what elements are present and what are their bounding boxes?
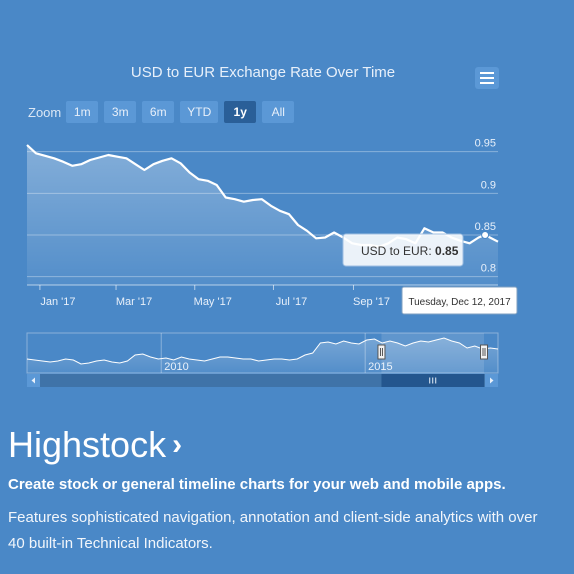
x-tick-label: Sep '17 — [353, 296, 390, 308]
navigator-handle-left[interactable] — [377, 344, 386, 360]
hero-title: Highstock — [8, 424, 167, 465]
y-tick-label: 0.8 — [481, 263, 496, 275]
scroll-left-button[interactable] — [27, 374, 40, 387]
zoom-3m-button[interactable]: 3m — [104, 101, 137, 123]
grip-lines-icon — [429, 377, 437, 384]
scrollbar-thumb[interactable] — [381, 374, 484, 387]
scroll-right-button[interactable] — [485, 374, 498, 387]
navigator-selection[interactable] — [381, 333, 484, 373]
hero-section: Highstock › Create stock or general time… — [8, 424, 568, 557]
navigator-handle-right[interactable] — [480, 344, 488, 360]
date-tooltip-box — [401, 286, 518, 315]
tooltip-series-label: USD to EUR: — [361, 244, 435, 258]
navigator[interactable]: 20102015 — [26, 332, 499, 374]
x-tick-label: May '17 — [194, 296, 232, 308]
zoom-1y-button[interactable]: 1y — [224, 101, 257, 123]
zoom-6m-button[interactable]: 6m — [142, 101, 175, 123]
chart-menu-button[interactable] — [475, 67, 499, 89]
y-tick-label: 0.95 — [475, 138, 496, 150]
scrollbar-track[interactable] — [27, 374, 498, 387]
value-tooltip: USD to EUR: 0.85 — [342, 233, 464, 267]
zoom-label: Zoom — [28, 104, 62, 120]
zoom-selector: Zoom 1m 3m 6m YTD 1y All — [28, 101, 300, 123]
tooltip-value: 0.85 — [435, 244, 459, 258]
hero-subtitle: Create stock or general timeline charts … — [8, 476, 506, 493]
hero-title-link[interactable]: Highstock › — [8, 424, 568, 466]
y-axis: 0.8 0.85 0.9 0.95 — [475, 138, 496, 275]
zoom-1m-button[interactable]: 1m — [66, 101, 99, 123]
navigator-line — [26, 337, 499, 365]
x-axis: Jan '17 Mar '17 May '17 Jul '17 Sep '17 — [27, 284, 498, 308]
x-tick-label: Jul '17 — [276, 296, 307, 308]
chart-container: USD to EUR Exchange Rate Over Time Zoom … — [26, 64, 518, 387]
zoom-ytd-button[interactable]: YTD — [180, 101, 219, 123]
tooltip-layer: USD to EUR: 0.85 Tuesday, Dec 12, 2017 — [342, 231, 518, 315]
date-tooltip-text: Tuesday, Dec 12, 2017 — [408, 297, 511, 308]
zoom-all-button[interactable]: All — [262, 101, 295, 123]
y-tick-label: 0.85 — [475, 221, 496, 233]
handle-box[interactable] — [480, 344, 488, 360]
x-tick-label: Mar '17 — [116, 296, 152, 308]
hero-description: Features sophisticated navigation, annot… — [8, 509, 538, 552]
handle-box[interactable] — [377, 344, 386, 360]
tooltip-text: USD to EUR: 0.85 — [361, 244, 459, 258]
chart-title: USD to EUR Exchange Rate Over Time — [130, 64, 396, 81]
tooltip-box — [342, 233, 464, 267]
chevron-right-icon: › — [172, 428, 183, 461]
y-tick-label: 0.9 — [481, 179, 496, 191]
scrollbar[interactable] — [27, 374, 498, 387]
right-arrow-icon — [490, 377, 494, 384]
chart-svg: Jan '17 Mar '17 May '17 Jul '17 Sep '17 0.80… — [26, 138, 518, 387]
x-tick-label: Jan '17 — [40, 296, 75, 308]
hover-point — [481, 231, 490, 239]
left-arrow-icon — [31, 377, 35, 384]
date-tooltip: Tuesday, Dec 12, 2017 — [401, 286, 518, 315]
hamburger-menu-icon — [480, 72, 494, 84]
